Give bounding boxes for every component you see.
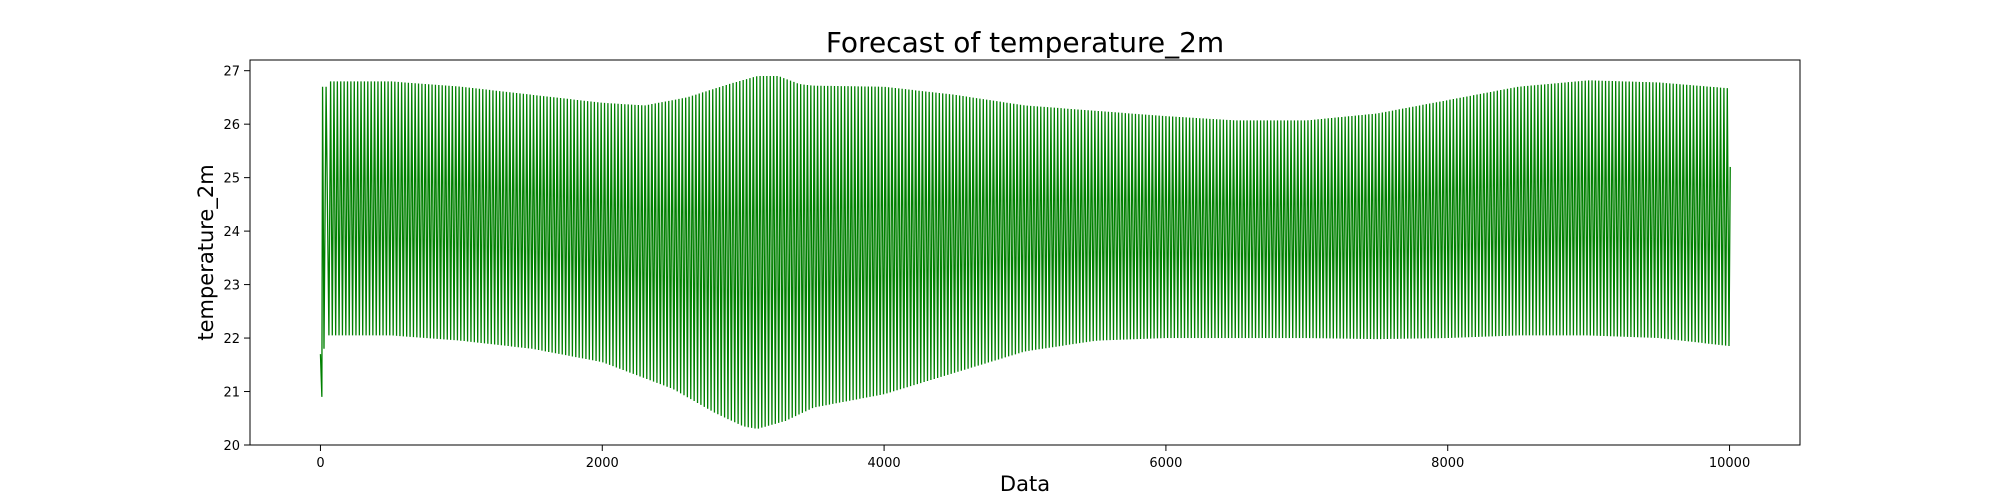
x-tick-label: 6000 (1149, 456, 1182, 471)
y-tick-label: 27 (223, 65, 240, 80)
y-tick-label: 24 (223, 225, 240, 240)
y-tick-label: 22 (223, 332, 240, 347)
plot-area (319, 76, 1731, 429)
series-line (319, 76, 1731, 429)
x-axis: 0 2000 4000 6000 8000 10000 (316, 445, 1750, 471)
x-tick-label: 10000 (1709, 456, 1750, 471)
x-axis-title: Data (1000, 472, 1050, 496)
x-tick-label: 2000 (586, 456, 619, 471)
y-tick-label: 23 (223, 279, 240, 294)
y-axis-title: temperature_2m (194, 164, 219, 340)
y-axis: 20 21 22 23 24 25 26 27 (223, 65, 250, 454)
x-tick-label: 4000 (868, 456, 901, 471)
y-tick-label: 21 (223, 386, 240, 401)
chart-title: Forecast of temperature_2m (826, 26, 1224, 59)
x-tick-label: 0 (316, 456, 324, 471)
plot-frame (249, 59, 1801, 446)
y-tick-label: 25 (223, 172, 240, 187)
y-tick-label: 26 (223, 118, 240, 133)
y-tick-label: 20 (223, 439, 240, 454)
x-tick-label: 8000 (1431, 456, 1464, 471)
